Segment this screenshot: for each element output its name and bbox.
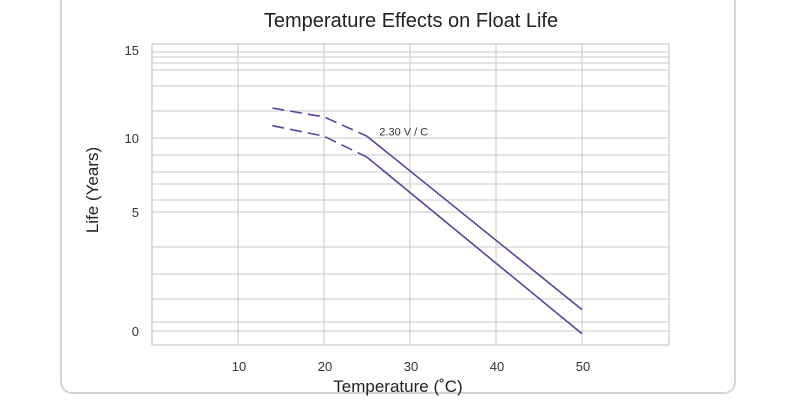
x-tick-labels: 10 20 30 40 50	[232, 359, 590, 374]
y-tick-label: 5	[132, 205, 139, 220]
x-tick-label: 40	[490, 359, 504, 374]
series-upper-dashed	[272, 107, 368, 137]
voltage-annotation: 2.30 V / C	[379, 126, 428, 138]
series-upper-solid	[366, 135, 583, 311]
y-tick-label: 0	[132, 324, 139, 339]
y-tick-labels: 0 5 10 15	[125, 43, 139, 339]
x-tick-label: 20	[318, 359, 332, 374]
y-tick-label: 15	[125, 43, 139, 58]
series-lower-solid	[366, 156, 583, 335]
vertical-gridlines	[237, 44, 583, 345]
chart-title: Temperature Effects on Float Life	[264, 10, 558, 32]
x-tick-label: 10	[232, 359, 246, 374]
x-axis-label: Temperature (˚C)	[333, 377, 462, 396]
y-axis-label: Life (Years)	[83, 147, 102, 233]
x-tick-label: 50	[576, 359, 590, 374]
series-lines	[272, 107, 583, 335]
x-tick-label: 30	[404, 359, 418, 374]
y-tick-label: 10	[125, 131, 139, 146]
